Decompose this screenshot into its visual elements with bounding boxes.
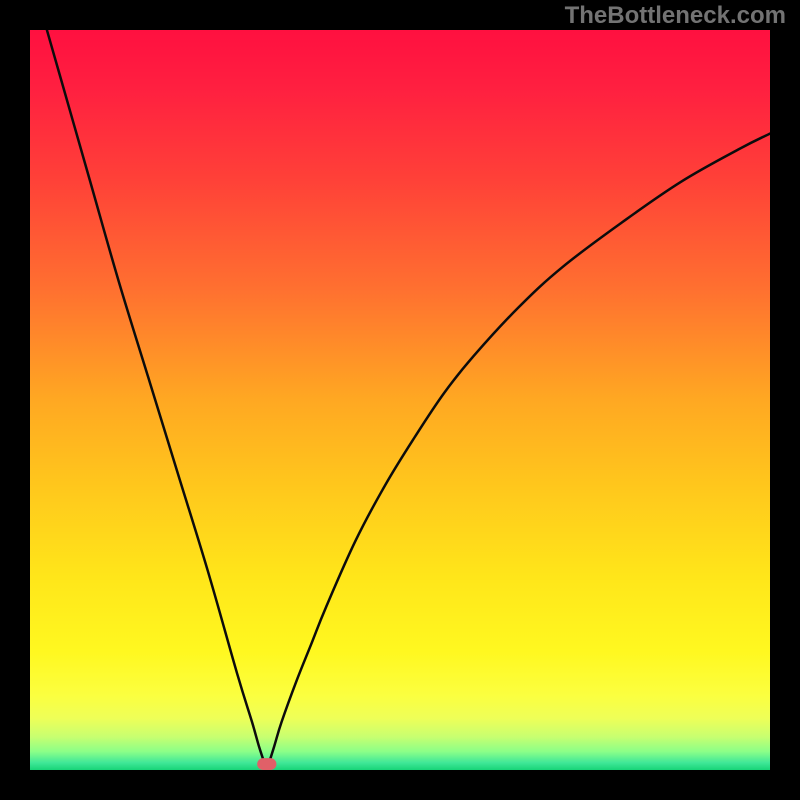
bottleneck-curve-chart <box>30 30 770 770</box>
source-watermark: TheBottleneck.com <box>565 2 786 30</box>
heatmap-background <box>30 30 770 770</box>
curve-right-branch <box>267 134 770 770</box>
curve-left-branch <box>30 30 267 770</box>
chart-frame: TheBottleneck.com <box>0 0 800 800</box>
plot-area <box>30 30 770 770</box>
optimal-point-marker <box>257 758 276 770</box>
